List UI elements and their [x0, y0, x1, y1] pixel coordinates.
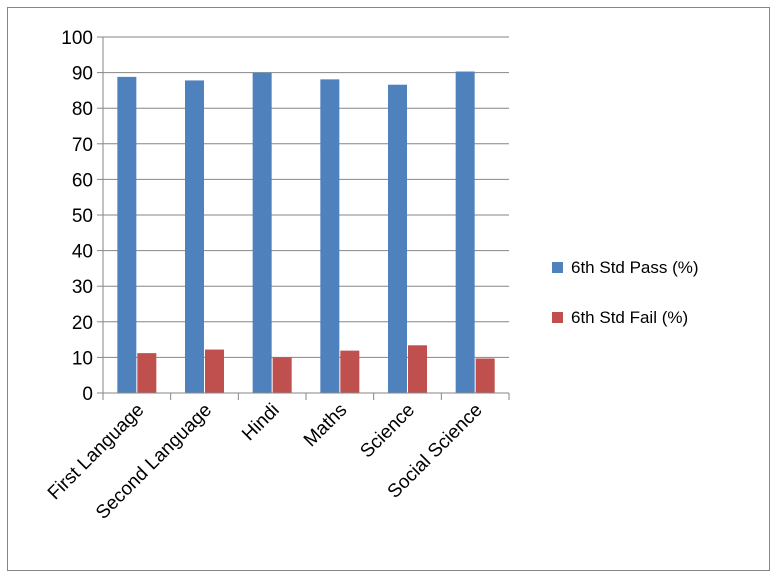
bars: [117, 71, 495, 394]
bar-fail-hindi: [272, 357, 292, 393]
axes: [97, 36, 510, 400]
bar-pass-maths: [320, 79, 340, 393]
y-tick-label: 0: [82, 384, 93, 405]
gridlines: [103, 36, 509, 358]
legend-swatch-pass: [552, 262, 563, 273]
legend-label-pass: 6th Std Pass (%): [571, 258, 699, 277]
legend: 6th Std Pass (%) 6th Std Fail (%): [552, 258, 699, 327]
y-tick-label: 10: [72, 348, 93, 369]
y-tick-labels: 0 10 20 30 40 50 60 70 80 90 100: [61, 28, 93, 405]
y-tick-label: 30: [72, 277, 93, 298]
y-tick-label: 50: [72, 206, 93, 227]
y-tick-label: 20: [72, 313, 93, 334]
legend-label-fail: 6th Std Fail (%): [571, 308, 688, 327]
y-tick-label: 80: [72, 99, 93, 120]
y-tick-label: 60: [72, 170, 93, 191]
bar-fail-social-science: [475, 358, 495, 393]
bar-pass-second-language: [185, 80, 204, 393]
bar-fail-second-language: [205, 349, 224, 393]
bar-fail-first-language: [137, 353, 157, 393]
bar-pass-science: [388, 84, 407, 393]
y-tick-label: 100: [61, 28, 93, 49]
bar-pass-hindi: [252, 72, 272, 393]
bar-pass-first-language: [117, 76, 137, 393]
bar-pass-social-science: [455, 71, 475, 394]
bar-fail-maths: [340, 350, 360, 393]
y-tick-label: 70: [72, 135, 93, 156]
legend-swatch-fail: [552, 312, 563, 323]
x-tick-label: Second Language: [92, 400, 216, 524]
y-tick-label: 90: [72, 64, 93, 85]
x-tick-label: Maths: [300, 400, 351, 451]
y-tick-label: 40: [72, 242, 93, 263]
bar-fail-science: [408, 345, 427, 393]
x-tick-label: Science: [356, 400, 419, 463]
x-tick-label: Hindi: [238, 400, 283, 445]
